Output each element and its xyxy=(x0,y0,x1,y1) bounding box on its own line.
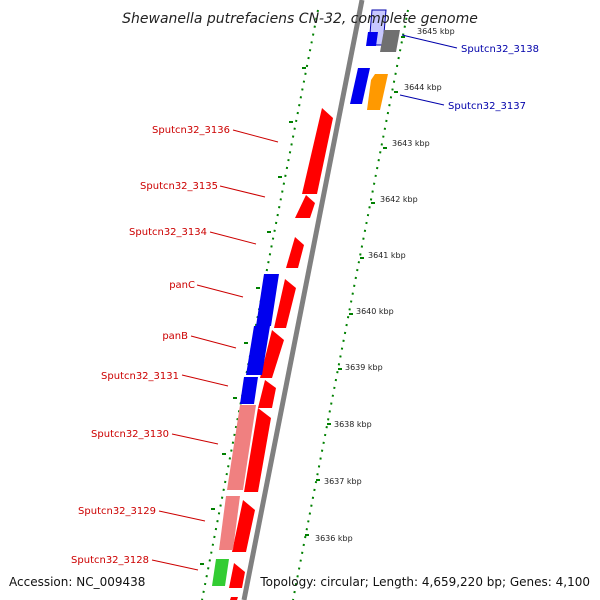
tick-label: 3645 kbp xyxy=(417,27,455,36)
tick-label: 3642 kbp xyxy=(380,195,418,204)
gene-grey-3138[interactable] xyxy=(380,30,400,52)
gene-orange-3137[interactable] xyxy=(367,74,388,110)
gene-red-bottom[interactable] xyxy=(230,597,238,600)
gene-label[interactable]: Sputcn32_3134 xyxy=(129,227,207,238)
gene-red-3130[interactable] xyxy=(244,408,271,492)
gene-blue-3137[interactable] xyxy=(350,68,370,104)
gene-sputcn32-3130[interactable] xyxy=(227,405,256,490)
tick-label: 3641 kbp xyxy=(368,251,406,260)
accession-text: Accession: NC_009438 xyxy=(9,575,145,589)
tick-label: 3639 kbp xyxy=(345,363,383,372)
gene-red-3129[interactable] xyxy=(232,500,255,552)
gene-red-3131[interactable] xyxy=(258,380,276,408)
gene-label[interactable]: Sputcn32_3135 xyxy=(140,181,218,192)
tick-label: 3637 kbp xyxy=(324,477,362,486)
topology-text: Topology: circular; Length: 4,659,220 bp… xyxy=(259,575,590,589)
genome-backbone xyxy=(241,0,365,600)
outer-ticks xyxy=(305,36,405,536)
gene-label[interactable]: Sputcn32_3131 xyxy=(101,371,179,382)
gene-label[interactable]: Sputcn32_3130 xyxy=(91,429,169,440)
gene-blue-3138[interactable] xyxy=(366,32,378,46)
page-title: Shewanella putrefaciens CN-32, complete … xyxy=(122,11,478,27)
gene-label[interactable]: Sputcn32_3129 xyxy=(78,506,156,517)
gene-label[interactable]: Sputcn32_3136 xyxy=(152,125,230,136)
gene-sputcn32-3135[interactable] xyxy=(295,195,315,218)
tick-label: 3644 kbp xyxy=(404,83,442,92)
gene-sputcn32-3131[interactable] xyxy=(240,377,258,404)
gene-red-pan-a[interactable] xyxy=(274,279,296,328)
gene-sputcn32-3129[interactable] xyxy=(219,496,240,550)
gene-sputcn32-3134[interactable] xyxy=(286,237,304,268)
gene-panc[interactable] xyxy=(256,274,279,326)
gene-label[interactable]: Sputcn32_3137 xyxy=(448,101,526,112)
leader-lines-left xyxy=(151,129,279,571)
gene-sputcn32-3128[interactable] xyxy=(212,559,229,586)
tick-label: 3638 kbp xyxy=(334,420,372,429)
gene-sputcn32-3136[interactable] xyxy=(302,108,333,194)
gene-red-pan-b[interactable] xyxy=(260,330,284,378)
gene-panb[interactable] xyxy=(246,326,270,375)
gene-label[interactable]: panC xyxy=(169,280,195,291)
tick-label: 3636 kbp xyxy=(315,534,353,543)
tick-label: 3640 kbp xyxy=(356,307,394,316)
leader-lines-right xyxy=(399,34,458,106)
gene-label[interactable]: Sputcn32_3138 xyxy=(461,44,539,55)
gene-red-3128[interactable] xyxy=(229,563,245,588)
tick-label: 3643 kbp xyxy=(392,139,430,148)
gene-label[interactable]: panB xyxy=(162,331,188,342)
outer-tick-ring xyxy=(292,9,409,600)
gene-label[interactable]: Sputcn32_3128 xyxy=(71,555,149,566)
inner-ticks xyxy=(200,67,306,565)
